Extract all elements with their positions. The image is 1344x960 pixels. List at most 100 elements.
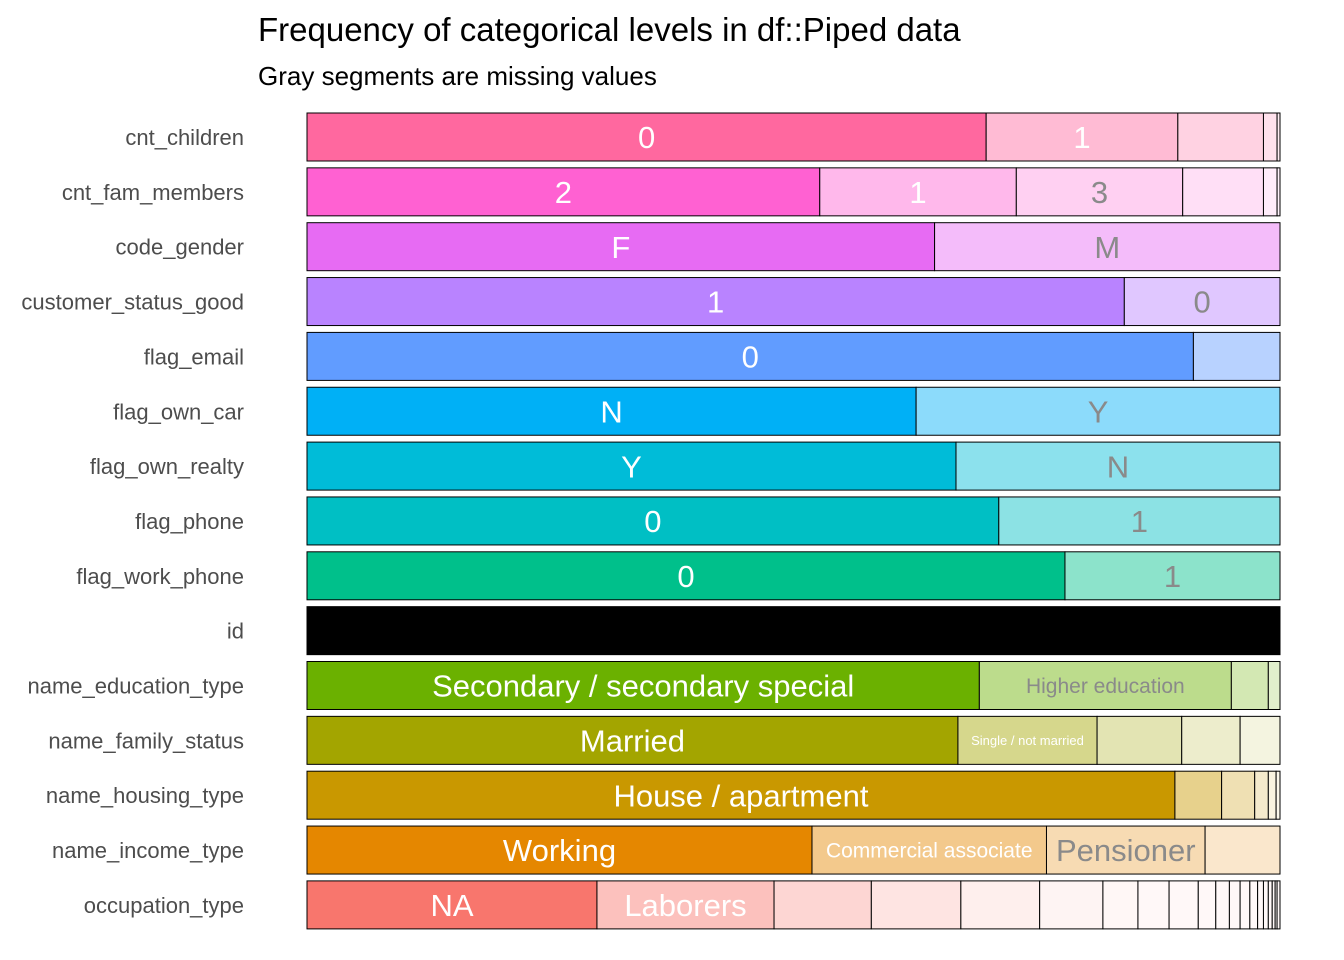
row-label-id: id xyxy=(227,619,244,644)
segment-label-name-education-type-1: Higher education xyxy=(1026,675,1185,698)
segment-occupation-type-15 xyxy=(1262,880,1269,930)
segment-label-name-income-type-2: Pensioner xyxy=(1056,833,1196,868)
segment-name-education-type-3 xyxy=(1267,661,1281,710)
segment-flag-phone-1 xyxy=(998,496,1281,546)
segment-cnt-children-0 xyxy=(306,112,987,162)
segment-label-flag-email-0: 0 xyxy=(742,340,759,375)
segment-label-name-income-type-0: Working xyxy=(503,833,616,868)
segment-label-flag-phone-1: 1 xyxy=(1131,504,1148,539)
row-label-flag-own-car: flag_own_car xyxy=(113,399,244,424)
segment-name-family-status-2 xyxy=(1096,715,1183,765)
segment-cnt-fam-members-3 xyxy=(1182,167,1264,217)
segment-name-income-type-3 xyxy=(1204,825,1281,875)
segment-flag-work-phone-0 xyxy=(306,551,1066,601)
segment-cnt-children-1 xyxy=(985,112,1179,162)
row-label-code-gender: code_gender xyxy=(116,235,244,260)
segment-label-cnt-children-1: 1 xyxy=(1073,120,1090,155)
row-label-name-education-type: name_education_type xyxy=(28,674,245,699)
row-label-cnt-fam-members: cnt_fam_members xyxy=(62,180,244,205)
segment-label-flag-own-realty-0: Y xyxy=(621,449,642,484)
segment-customer-status-good-0 xyxy=(306,277,1125,327)
segment-label-customer-status-good-0: 1 xyxy=(707,285,724,320)
row-label-flag-email: flag_email xyxy=(144,344,244,369)
segment-customer-status-good-1 xyxy=(1123,277,1281,327)
row-label-name-income-type: name_income_type xyxy=(52,838,244,863)
segment-label-name-family-status-0: Married xyxy=(580,724,685,759)
row-label-name-family-status: name_family_status xyxy=(48,728,244,753)
segment-occupation-type-1 xyxy=(596,880,775,930)
segment-label-code-gender-1: M xyxy=(1094,230,1120,265)
segment-name-housing-type-1 xyxy=(1174,770,1223,820)
segment-label-name-education-type-0: Secondary / secondary special xyxy=(432,669,854,704)
segment-name-family-status-4 xyxy=(1239,715,1281,765)
segment-cnt-children-4 xyxy=(1276,112,1281,162)
segment-flag-own-car-1 xyxy=(915,386,1281,436)
segment-cnt-children-3 xyxy=(1262,112,1278,162)
segment-name-housing-type-4 xyxy=(1267,770,1277,820)
segment-cnt-fam-members-4 xyxy=(1262,167,1278,217)
segment-name-income-type-1 xyxy=(811,825,1047,875)
segment-occupation-type-8 xyxy=(1168,880,1199,930)
segment-occupation-type-14 xyxy=(1257,880,1264,930)
segment-occupation-type-7 xyxy=(1137,880,1170,930)
segment-name-family-status-0 xyxy=(306,715,959,765)
segment-name-housing-type-5 xyxy=(1275,770,1281,820)
segment-label-customer-status-good-1: 0 xyxy=(1194,285,1211,320)
segment-id-0 xyxy=(306,606,1281,656)
segment-cnt-fam-members-5 xyxy=(1276,167,1281,217)
segment-name-education-type-1 xyxy=(978,661,1232,710)
segment-label-code-gender-0: F xyxy=(611,230,630,265)
segment-occupation-type-11 xyxy=(1228,880,1241,930)
chart-subtitle: Gray segments are missing values xyxy=(258,61,657,91)
segment-occupation-type-4 xyxy=(960,880,1041,930)
segment-occupation-type-13 xyxy=(1249,880,1259,930)
row-label-flag-own-realty: flag_own_realty xyxy=(90,454,244,479)
segment-label-cnt-fam-members-2: 3 xyxy=(1091,175,1108,210)
row-label-customer-status-good: customer_status_good xyxy=(21,290,244,315)
segment-occupation-type-2 xyxy=(773,880,872,930)
segment-name-education-type-0 xyxy=(306,661,980,710)
row-label-occupation-type: occupation_type xyxy=(84,893,244,918)
segment-occupation-type-12 xyxy=(1239,880,1251,930)
row-label-flag-phone: flag_phone xyxy=(135,509,244,534)
row-label-flag-work-phone: flag_work_phone xyxy=(76,564,244,589)
segment-label-flag-own-realty-1: N xyxy=(1107,449,1129,484)
segment-label-name-family-status-1: Single / not married xyxy=(971,733,1084,748)
segment-occupation-type-5 xyxy=(1039,880,1104,930)
segment-label-occupation-type-0: NA xyxy=(430,888,473,923)
segment-label-name-housing-type-0: House / apartment xyxy=(613,778,868,813)
segment-name-education-type-2 xyxy=(1230,661,1269,710)
segment-cnt-fam-members-1 xyxy=(819,167,1017,217)
segment-name-family-status-3 xyxy=(1181,715,1241,765)
segment-label-name-income-type-1: Commercial associate xyxy=(826,840,1033,863)
segment-cnt-fam-members-2 xyxy=(1015,167,1184,217)
segment-occupation-type-9 xyxy=(1197,880,1217,930)
segment-flag-work-phone-1 xyxy=(1064,551,1281,601)
segment-label-flag-own-car-1: Y xyxy=(1088,394,1109,429)
segment-flag-phone-0 xyxy=(306,496,1000,546)
segment-label-cnt-fam-members-0: 2 xyxy=(555,175,572,210)
segment-flag-email-0 xyxy=(306,331,1194,381)
segment-name-family-status-1 xyxy=(957,715,1098,765)
segment-label-cnt-children-0: 0 xyxy=(638,120,655,155)
segment-label-flag-phone-0: 0 xyxy=(644,504,661,539)
segment-code-gender-1 xyxy=(934,222,1281,272)
segment-label-flag-own-car-0: N xyxy=(600,394,622,429)
segment-label-flag-work-phone-0: 0 xyxy=(677,559,694,594)
segment-cnt-fam-members-0 xyxy=(306,167,821,217)
segment-code-gender-0 xyxy=(306,222,936,272)
segment-occupation-type-6 xyxy=(1102,880,1139,930)
segment-label-flag-work-phone-1: 1 xyxy=(1164,559,1181,594)
chart-title: Frequency of categorical levels in df::P… xyxy=(258,11,961,48)
segment-name-housing-type-2 xyxy=(1221,770,1256,820)
row-label-cnt-children: cnt_children xyxy=(125,125,244,150)
segment-flag-own-realty-1 xyxy=(955,441,1281,491)
segment-label-cnt-fam-members-1: 1 xyxy=(909,175,926,210)
segment-flag-email-1 xyxy=(1192,331,1281,381)
row-label-name-housing-type: name_housing_type xyxy=(46,783,244,808)
segment-label-occupation-type-1: Laborers xyxy=(624,888,746,923)
segment-occupation-type-0 xyxy=(306,880,598,930)
segment-occupation-type-19 xyxy=(1276,880,1281,930)
